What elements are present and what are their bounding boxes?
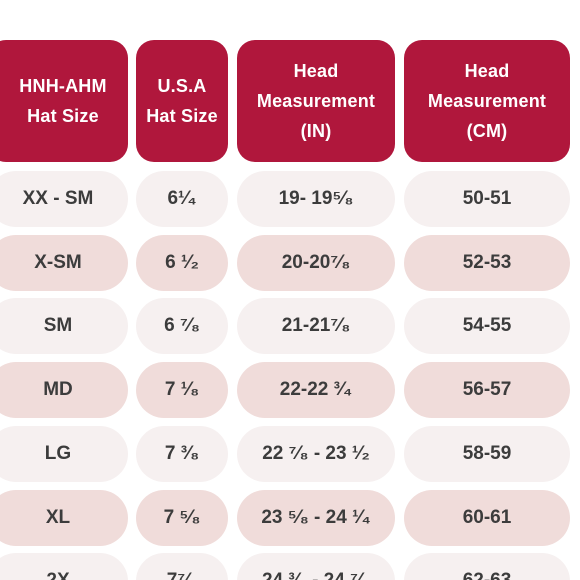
- head-measurement-in-cell: 20-20⁷⁄₈: [237, 235, 395, 291]
- header-head-measurement-in: Head Measurement (IN): [237, 40, 395, 162]
- usa-hat-size-cell: 7 ¹⁄₈: [136, 362, 228, 418]
- head-measurement-in-cell: 23 ⁵⁄₈ - 24 ¹⁄₄: [237, 490, 395, 546]
- usa-hat-size-cell: 7 ⁵⁄₈: [136, 490, 228, 546]
- usa-hat-size-cell: 7 ³⁄₈: [136, 426, 228, 482]
- hnh-ahm-size-cell: MD: [0, 362, 128, 418]
- head-measurement-cm-cell: 52-53: [404, 235, 570, 291]
- usa-hat-size-cell: 6 ¹⁄₂: [136, 235, 228, 291]
- header-hnh-ahm-hat-size: HNH-AHM Hat Size: [0, 40, 128, 162]
- head-measurement-in-cell: 21-21⁷⁄₈: [237, 298, 395, 354]
- head-measurement-in-cell: 22-22 ³⁄₄: [237, 362, 395, 418]
- usa-hat-size-cell: 6¹⁄₄: [136, 171, 228, 227]
- hnh-ahm-size-cell: 2X: [0, 553, 128, 580]
- hnh-ahm-size-cell: LG: [0, 426, 128, 482]
- head-measurement-cm-cell: 54-55: [404, 298, 570, 354]
- head-measurement-in-cell: 19- 19⁵⁄₈: [237, 171, 395, 227]
- head-measurement-cm-cell: 50-51: [404, 171, 570, 227]
- header-head-measurement-cm: Head Measurement (CM): [404, 40, 570, 162]
- head-measurement-in-cell: 24 ³⁄₈ - 24 ⁷⁄₈: [237, 553, 395, 580]
- head-measurement-cm-cell: 60-61: [404, 490, 570, 546]
- header-usa-hat-size: U.S.A Hat Size: [136, 40, 228, 162]
- hnh-ahm-size-cell: SM: [0, 298, 128, 354]
- head-measurement-cm-cell: 56-57: [404, 362, 570, 418]
- hnh-ahm-size-cell: X-SM: [0, 235, 128, 291]
- head-measurement-in-cell: 22 ⁷⁄₈ - 23 ¹⁄₂: [237, 426, 395, 482]
- head-measurement-cm-cell: 62-63: [404, 553, 570, 580]
- usa-hat-size-cell: 7⁷⁄₈: [136, 553, 228, 580]
- hnh-ahm-size-cell: XX - SM: [0, 171, 128, 227]
- hnh-ahm-size-cell: XL: [0, 490, 128, 546]
- head-measurement-cm-cell: 58-59: [404, 426, 570, 482]
- usa-hat-size-cell: 6 ⁷⁄₈: [136, 298, 228, 354]
